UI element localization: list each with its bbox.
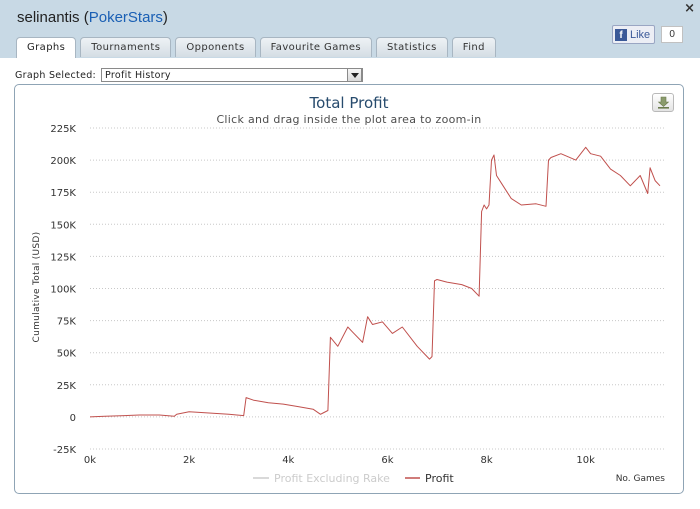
series-line-profit <box>89 146 661 418</box>
y-tick-label: 150K <box>50 220 76 231</box>
y-tick-label: 50K <box>57 349 77 360</box>
facebook-like-label: Like <box>630 28 651 41</box>
y-tick-label: 175K <box>50 188 76 199</box>
chart-title: Total Profit <box>309 94 389 112</box>
tab-opponents[interactable]: Opponents <box>175 37 256 57</box>
graph-select-value: Profit History <box>105 70 171 81</box>
y-tick-label: -25K <box>53 445 76 456</box>
download-icon <box>657 96 670 109</box>
graph-select-dropdown[interactable]: Profit History <box>101 68 364 82</box>
close-icon[interactable]: × <box>684 1 695 16</box>
chart-grid <box>90 127 665 450</box>
window-title: selinantis (PokerStars) <box>17 9 168 26</box>
chart-legend: Profit Excluding Rake Profit <box>253 472 454 485</box>
tab-graphs[interactable]: Graphs <box>16 37 77 59</box>
y-axis-label: Cumulative Total (USD) <box>32 232 42 343</box>
x-tick-label: 2k <box>183 455 195 466</box>
tab-statistics[interactable]: Statistics <box>376 37 448 57</box>
tab-bar: Graphs Tournaments Opponents Favourite G… <box>16 37 500 59</box>
x-tick-label: 4k <box>282 455 294 466</box>
chevron-down-icon[interactable] <box>347 68 363 82</box>
y-tick-label: 0 <box>70 413 76 424</box>
legend-label-profit[interactable]: Profit <box>425 472 454 485</box>
facebook-icon: f <box>615 28 627 41</box>
chart-series <box>89 146 661 418</box>
x-axis: 0k 2k 4k 6k 8k 10k <box>84 455 595 466</box>
y-tick-label: 75K <box>57 317 77 328</box>
x-axis-label: No. Games <box>616 474 666 484</box>
graph-selector: Graph Selected: Profit History <box>15 68 364 82</box>
tab-tournaments[interactable]: Tournaments <box>80 37 172 57</box>
y-axis: -25K 0 25K 50K 75K 100K 125K 150K 175K 200K 225K <box>50 124 76 456</box>
export-button[interactable] <box>652 93 674 112</box>
window-header: selinantis (PokerStars) × f Like 0 Graph… <box>0 0 700 59</box>
y-tick-label: 100K <box>50 285 76 296</box>
close-paren: ) <box>162 9 168 26</box>
y-tick-label: 25K <box>57 381 77 392</box>
open-paren: ( <box>83 9 89 26</box>
graph-selected-label: Graph Selected: <box>15 69 97 81</box>
site-link[interactable]: PokerStars <box>88 9 163 26</box>
x-tick-label: 8k <box>480 455 492 466</box>
legend-label-excluding-rake[interactable]: Profit Excluding Rake <box>274 472 390 485</box>
player-name: selinantis <box>17 9 80 26</box>
facebook-like-button[interactable]: f Like <box>612 25 656 44</box>
y-tick-label: 200K <box>50 156 76 167</box>
facebook-like-count: 0 <box>661 26 684 43</box>
y-tick-label: 125K <box>50 252 76 263</box>
y-tick-label: 225K <box>50 124 76 135</box>
x-tick-label: 0k <box>84 455 96 466</box>
chart-subtitle: Click and drag inside the plot area to z… <box>216 113 481 126</box>
facebook-like-widget: f Like 0 <box>612 25 684 44</box>
x-tick-label: 10k <box>576 455 595 466</box>
x-tick-label: 6k <box>381 455 393 466</box>
tab-find[interactable]: Find <box>451 37 496 57</box>
tab-favourite-games[interactable]: Favourite Games <box>259 37 373 57</box>
